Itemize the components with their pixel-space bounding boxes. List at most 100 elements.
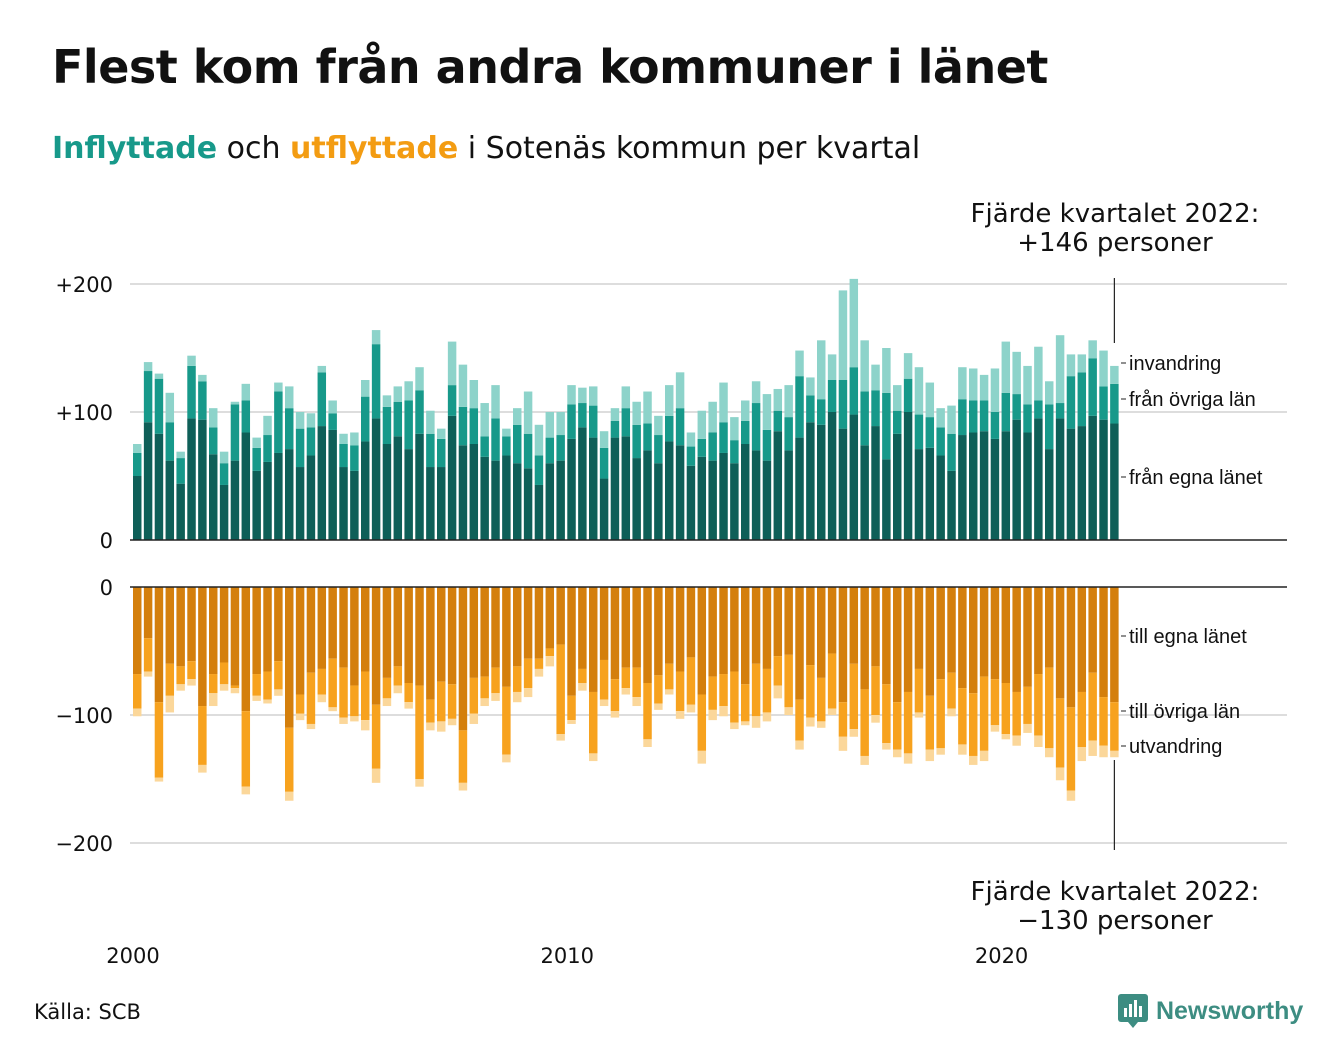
bar-till-egna-länet — [230, 587, 240, 686]
bar-invandring — [751, 381, 761, 404]
bar-utvandring — [274, 689, 283, 696]
bar-från-övriga-län — [665, 415, 674, 442]
bar-från-övriga-län — [154, 378, 164, 434]
bar-från-övriga-län — [947, 433, 956, 471]
bar-invandring — [513, 408, 522, 425]
bar-från-egna-länet — [176, 483, 185, 540]
bar-invandring — [969, 368, 978, 401]
bar-till-övriga-län — [361, 671, 370, 721]
ytick-label: −100 — [55, 704, 113, 728]
bar-till-egna-länet — [1034, 587, 1043, 675]
bar-till-egna-länet — [751, 587, 761, 664]
bar-till-egna-länet — [773, 587, 783, 657]
bar-från-övriga-län — [480, 436, 489, 457]
bar-till-övriga-län — [252, 674, 261, 696]
bar-till-övriga-län — [1066, 707, 1076, 791]
bar-till-egna-länet — [328, 587, 337, 659]
bar-invandring — [784, 385, 793, 418]
bar-invandring — [165, 392, 175, 423]
bar-till-egna-länet — [817, 587, 826, 678]
bar-till-övriga-län — [176, 666, 185, 685]
bar-från-egna-länet — [404, 449, 413, 540]
bar-utvandring — [219, 684, 229, 691]
bar-invandring — [817, 340, 826, 400]
bar-från-övriga-län — [285, 408, 294, 450]
xtick-label: 2010 — [541, 944, 594, 968]
bar-från-egna-länet — [513, 463, 522, 540]
bar-från-egna-länet — [1077, 426, 1087, 540]
bar-till-egna-länet — [393, 587, 403, 667]
bar-till-övriga-län — [219, 662, 229, 685]
source-label: Källa: SCB — [34, 1000, 141, 1024]
bar-till-övriga-län — [567, 695, 576, 721]
bar-till-egna-länet — [849, 587, 859, 664]
bar-från-övriga-län — [317, 372, 327, 427]
bar-till-egna-länet — [578, 587, 587, 669]
bar-invandring — [198, 374, 207, 382]
bar-utvandring — [773, 685, 783, 699]
bar-till-egna-länet — [534, 587, 544, 659]
bar-till-egna-länet — [143, 587, 153, 639]
bar-utvandring — [795, 740, 804, 750]
bar-till-övriga-län — [1001, 683, 1011, 735]
bar-till-egna-länet — [621, 587, 631, 668]
ytick-label: −200 — [55, 832, 113, 856]
bar-invandring — [1066, 354, 1076, 377]
bar-från-egna-länet — [882, 459, 891, 540]
bar-från-egna-länet — [480, 456, 489, 540]
bar-till-övriga-län — [209, 674, 218, 694]
bar-utvandring — [762, 712, 772, 722]
bar-till-egna-länet — [654, 587, 663, 676]
bar-till-övriga-län — [502, 686, 511, 755]
bar-till-övriga-län — [154, 702, 164, 778]
bar-till-övriga-län — [241, 711, 251, 787]
bar-till-egna-länet — [219, 587, 229, 663]
bar-invandring — [741, 400, 750, 421]
bar-till-övriga-län — [187, 661, 196, 680]
bar-från-egna-länet — [947, 470, 956, 540]
bar-till-egna-länet — [675, 587, 685, 672]
bar-från-övriga-län — [730, 440, 739, 464]
bar-till-egna-länet — [371, 587, 381, 705]
bar-till-övriga-län — [578, 668, 587, 683]
brand-logo[interactable]: Newsworthy — [1118, 994, 1303, 1028]
bar-från-egna-länet — [1055, 418, 1065, 540]
bar-invandring — [675, 372, 685, 409]
subtitle-inflyttade: Inflyttade — [52, 131, 218, 166]
bar-från-egna-länet — [762, 460, 772, 540]
bar-till-egna-länet — [882, 587, 891, 685]
bar-från-egna-länet — [230, 460, 240, 540]
bar-till-övriga-län — [795, 699, 804, 741]
bar-invandring — [545, 412, 555, 438]
bar-till-egna-länet — [154, 587, 164, 703]
bar-utvandring — [491, 693, 500, 701]
bar-till-övriga-län — [350, 685, 359, 717]
bar-till-egna-länet — [871, 587, 880, 667]
bar-från-övriga-län — [1001, 392, 1011, 432]
bar-utvandring — [371, 768, 381, 783]
ytick-label: +200 — [55, 273, 113, 297]
bar-till-egna-länet — [263, 587, 272, 672]
bar-utvandring — [697, 750, 707, 764]
bar-utvandring — [751, 716, 761, 728]
bar-utvandring — [990, 725, 1000, 732]
bar-till-övriga-län — [871, 666, 880, 715]
bar-utvandring — [426, 722, 435, 731]
bar-från-övriga-län — [1023, 404, 1032, 433]
bar-från-egna-länet — [1099, 419, 1108, 540]
bar-till-egna-länet — [404, 587, 413, 683]
bar-till-övriga-län — [632, 667, 641, 698]
bar-utvandring — [567, 720, 576, 724]
bar-från-egna-länet — [317, 426, 327, 540]
bar-från-övriga-län — [795, 376, 804, 438]
bar-invandring — [893, 385, 902, 411]
bar-från-övriga-län — [1110, 383, 1119, 424]
bar-till-övriga-län — [491, 667, 500, 694]
bar-från-egna-länet — [1034, 418, 1043, 540]
series-label: utvandring — [1129, 736, 1222, 758]
bar-från-övriga-län — [990, 412, 1000, 439]
bar-från-övriga-län — [567, 404, 576, 439]
bar-till-övriga-län — [1088, 672, 1097, 741]
bar-utvandring — [534, 668, 544, 677]
bar-från-egna-länet — [219, 484, 229, 540]
